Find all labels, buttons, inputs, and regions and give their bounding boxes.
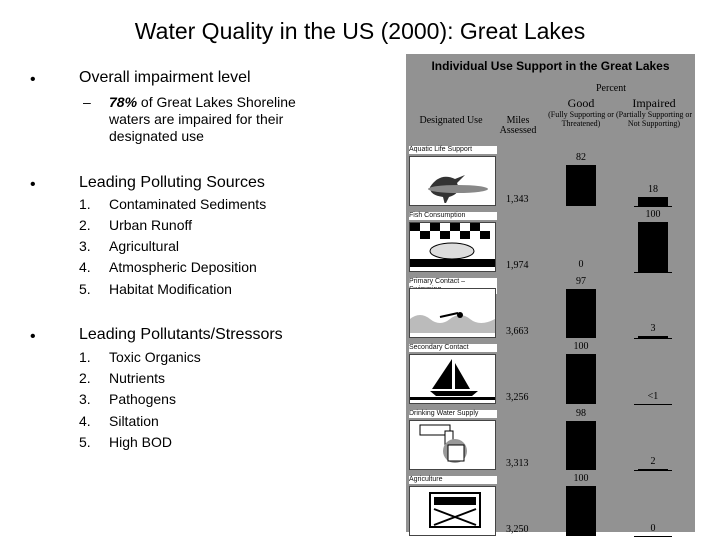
figure-title: Individual Use Support in the Great Lake… [431, 59, 670, 73]
source-item: Habitat Modification [109, 281, 232, 297]
good-value-label: 100 [573, 341, 589, 352]
source-item: Contaminated Sediments [109, 196, 267, 212]
list-number: 4. [79, 413, 91, 429]
pollutants-heading: Leading Pollutants/Stressors [79, 326, 283, 343]
good-value-label: 82 [576, 152, 586, 163]
good-bar [566, 354, 596, 404]
list-number: 5. [79, 281, 91, 297]
baseline [634, 206, 672, 207]
good-value-label: 97 [576, 276, 586, 287]
list-number: 2. [79, 217, 91, 233]
designated-use-label: Aquatic Life Support [409, 146, 497, 154]
miles-assessed-value: 3,256 [506, 392, 529, 403]
source-item: Agricultural [109, 238, 180, 254]
impaired-value-label: 2 [650, 456, 656, 467]
good-bar [566, 165, 596, 206]
sailboat-icon [409, 354, 496, 404]
designated-use-header: Designated Use [419, 115, 483, 126]
impairment-detail: 78% of Great Lakes Shoreline waters are … [109, 94, 339, 145]
impairment-percent: 78% [109, 94, 138, 110]
impaired-bar [638, 469, 668, 470]
designated-use-label: Secondary Contact [409, 344, 497, 352]
impaired-value-label: 100 [645, 209, 661, 220]
designated-use-label: Fish Consumption [409, 212, 497, 220]
miles-assessed-value: 1,343 [506, 194, 529, 205]
miles-assessed-value: 1,974 [506, 260, 529, 271]
miles-assessed-value: 3,250 [506, 524, 529, 535]
bullet-marker: • [30, 328, 36, 345]
good-value-label: 98 [576, 408, 586, 419]
list-number: 1. [79, 349, 91, 365]
good-header: Good [567, 96, 595, 110]
baseline [634, 338, 672, 339]
list-number: 2. [79, 370, 91, 386]
designated-use-label: Drinking Water Supply [409, 410, 497, 418]
use-support-figure: Individual Use Support in the Great Lake… [406, 54, 695, 537]
baseline [634, 536, 672, 537]
impairment-heading: Overall impairment level [79, 69, 251, 86]
designated-use-label: Agriculture [409, 476, 497, 484]
impaired-subheader: (Partially Supporting or Not Supporting) [616, 110, 692, 128]
impaired-value-label: <1 [647, 391, 659, 402]
baseline [634, 272, 672, 273]
miles-assessed-value: 3,663 [506, 326, 529, 337]
impairment-text: of Great Lakes Shoreline waters are impa… [109, 94, 296, 144]
percent-label: Percent [596, 83, 626, 94]
bullet-marker: • [30, 176, 36, 193]
list-number: 3. [79, 391, 91, 407]
pollutant-item: Siltation [109, 413, 159, 429]
good-value-label: 0 [578, 259, 584, 270]
sub-dash: – [83, 94, 91, 110]
impaired-value-label: 0 [650, 523, 656, 534]
impaired-bar [638, 197, 668, 206]
fish-icon [409, 222, 496, 272]
impaired-value-label: 18 [648, 184, 658, 195]
swimmer-icon [409, 288, 496, 338]
slide-title: Water Quality in the US (2000): Great La… [134, 18, 586, 44]
list-number: 1. [79, 196, 91, 212]
pollutant-item: Nutrients [109, 370, 166, 386]
impaired-bar [638, 222, 668, 272]
miles-assessed-header: Miles Assessed [499, 115, 537, 136]
good-bar [566, 486, 596, 536]
pollutant-item: High BOD [109, 434, 173, 450]
good-bar [566, 421, 596, 470]
heron-icon [409, 156, 496, 206]
bullet-marker: • [30, 71, 36, 88]
source-item: Atmospheric Deposition [109, 259, 257, 275]
good-bar [566, 289, 596, 338]
good-value-label: 100 [573, 473, 589, 484]
list-number: 4. [79, 259, 91, 275]
good-subheader: (Fully Supporting or Threatened) [548, 110, 614, 128]
baseline [634, 404, 672, 405]
crate-icon [409, 486, 496, 536]
pollutant-item: Toxic Organics [109, 349, 201, 365]
impaired-header: Impaired [632, 96, 676, 110]
impaired-bar [638, 336, 668, 338]
list-number: 3. [79, 238, 91, 254]
miles-assessed-value: 3,313 [506, 458, 529, 469]
faucet-icon [409, 420, 496, 470]
source-item: Urban Runoff [109, 217, 193, 233]
baseline [634, 470, 672, 471]
pollutant-item: Pathogens [109, 391, 176, 407]
list-number: 5. [79, 434, 91, 450]
sources-heading: Leading Polluting Sources [79, 174, 265, 191]
impaired-value-label: 3 [650, 323, 656, 334]
